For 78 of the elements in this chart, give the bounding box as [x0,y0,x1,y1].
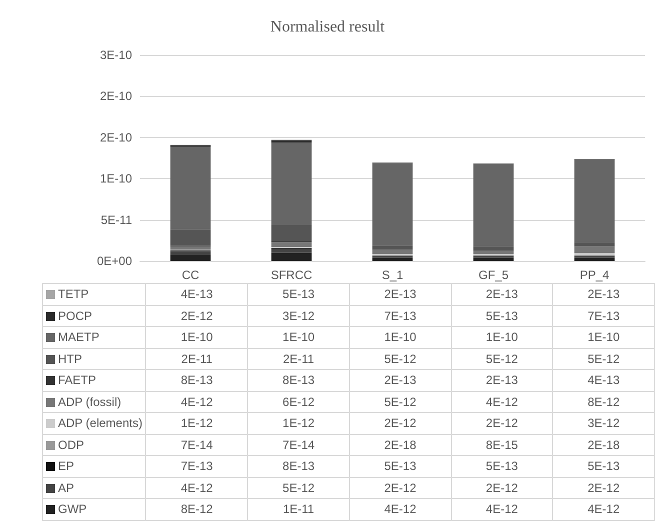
data-label: 3E-12 [248,305,350,326]
legend-label: EP [42,456,146,477]
data-label: 5E-13 [451,305,553,326]
data-label: 4E-13 [552,370,654,391]
data-label: 5E-13 [248,284,350,305]
data-label: 1E-12 [146,412,248,434]
y-tick-label: 5E-11 [100,212,132,227]
data-label: 5E-12 [451,348,553,370]
data-label: 2E-13 [451,284,553,305]
y-tick-label: 0E+00 [96,254,132,268]
x-tick-label: S_1 [382,268,404,282]
data-label: 1E-12 [248,412,350,434]
data-label: 2E-11 [146,348,248,370]
data-label: 4E-12 [349,498,452,520]
data-label: 5E-12 [552,348,654,370]
x-tick-label: GF_5 [478,268,509,282]
legend-label: POCP [42,305,146,326]
data-label: 2E-11 [248,348,350,370]
y-tick-label: 3E-10 [100,48,132,62]
data-label: 5E-12 [349,348,452,370]
legend-label: MAETP [42,326,146,348]
data-label: 2E-12 [451,477,553,498]
data-label: 2E-12 [552,477,654,498]
x-tick-label: SFRCC [270,268,312,282]
data-label: 3E-12 [552,412,654,434]
data-label: 4E-12 [146,477,248,498]
data-label: 6E-12 [248,391,350,412]
data-label: 2E-12 [146,305,248,326]
data-label: 8E-15 [451,434,553,456]
data-label: 4E-13 [146,284,248,305]
y-tick-label: 2E-10 [100,89,132,104]
data-label: 7E-14 [146,434,248,456]
data-label: 8E-12 [146,498,248,520]
legend-label: ADP (elements) [42,412,146,434]
legend-label: HTP [42,348,146,370]
x-tick-label: CC [182,268,200,282]
x-tick-label: PP_4 [580,268,610,282]
data-label: 2E-12 [349,477,452,498]
data-label: 1E-10 [552,326,654,348]
legend-label: ADP (fossil) [42,391,146,412]
data-label: 2E-12 [451,412,553,434]
data-label: 5E-12 [349,391,452,412]
data-label: 7E-14 [248,434,350,456]
data-label: 5E-13 [349,456,452,477]
data-label: 5E-13 [552,456,654,477]
data-label: 5E-12 [248,477,350,498]
legend-label: ODP [42,434,146,456]
data-label: 1E-10 [146,326,248,348]
data-label: 8E-13 [248,456,350,477]
data-label: 2E-13 [451,370,553,391]
data-label: 2E-18 [552,434,654,456]
chart-title: Normalised result [270,18,386,36]
legend-label: AP [42,477,146,498]
data-label: 1E-10 [451,326,553,348]
data-label: 1E-10 [349,326,452,348]
data-label: 4E-12 [146,391,248,412]
y-tick-label: 1E-10 [100,172,132,186]
data-label: 1E-10 [248,326,350,348]
data-label: 7E-13 [552,305,654,326]
legend-label: FAETP [42,370,146,391]
legend-label: GWP [42,498,146,520]
data-label: 2E-12 [349,412,452,434]
data-label: 4E-12 [451,391,553,412]
legend-label: TETP [42,284,146,305]
data-label: 5E-13 [451,456,553,477]
data-label: 8E-12 [552,391,654,412]
data-label: 2E-18 [349,434,452,456]
data-label: 7E-13 [349,305,452,326]
data-label: 2E-13 [349,284,452,305]
data-label: 7E-13 [146,456,248,477]
data-label: 1E-11 [248,498,350,520]
data-label: 4E-12 [552,498,654,520]
data-label: 8E-13 [248,370,350,391]
data-label: 2E-13 [552,284,654,305]
data-label: 2E-13 [349,370,452,391]
y-tick-label: 2E-10 [100,130,132,144]
data-label: 4E-12 [451,498,553,520]
data-label: 8E-13 [146,370,248,391]
